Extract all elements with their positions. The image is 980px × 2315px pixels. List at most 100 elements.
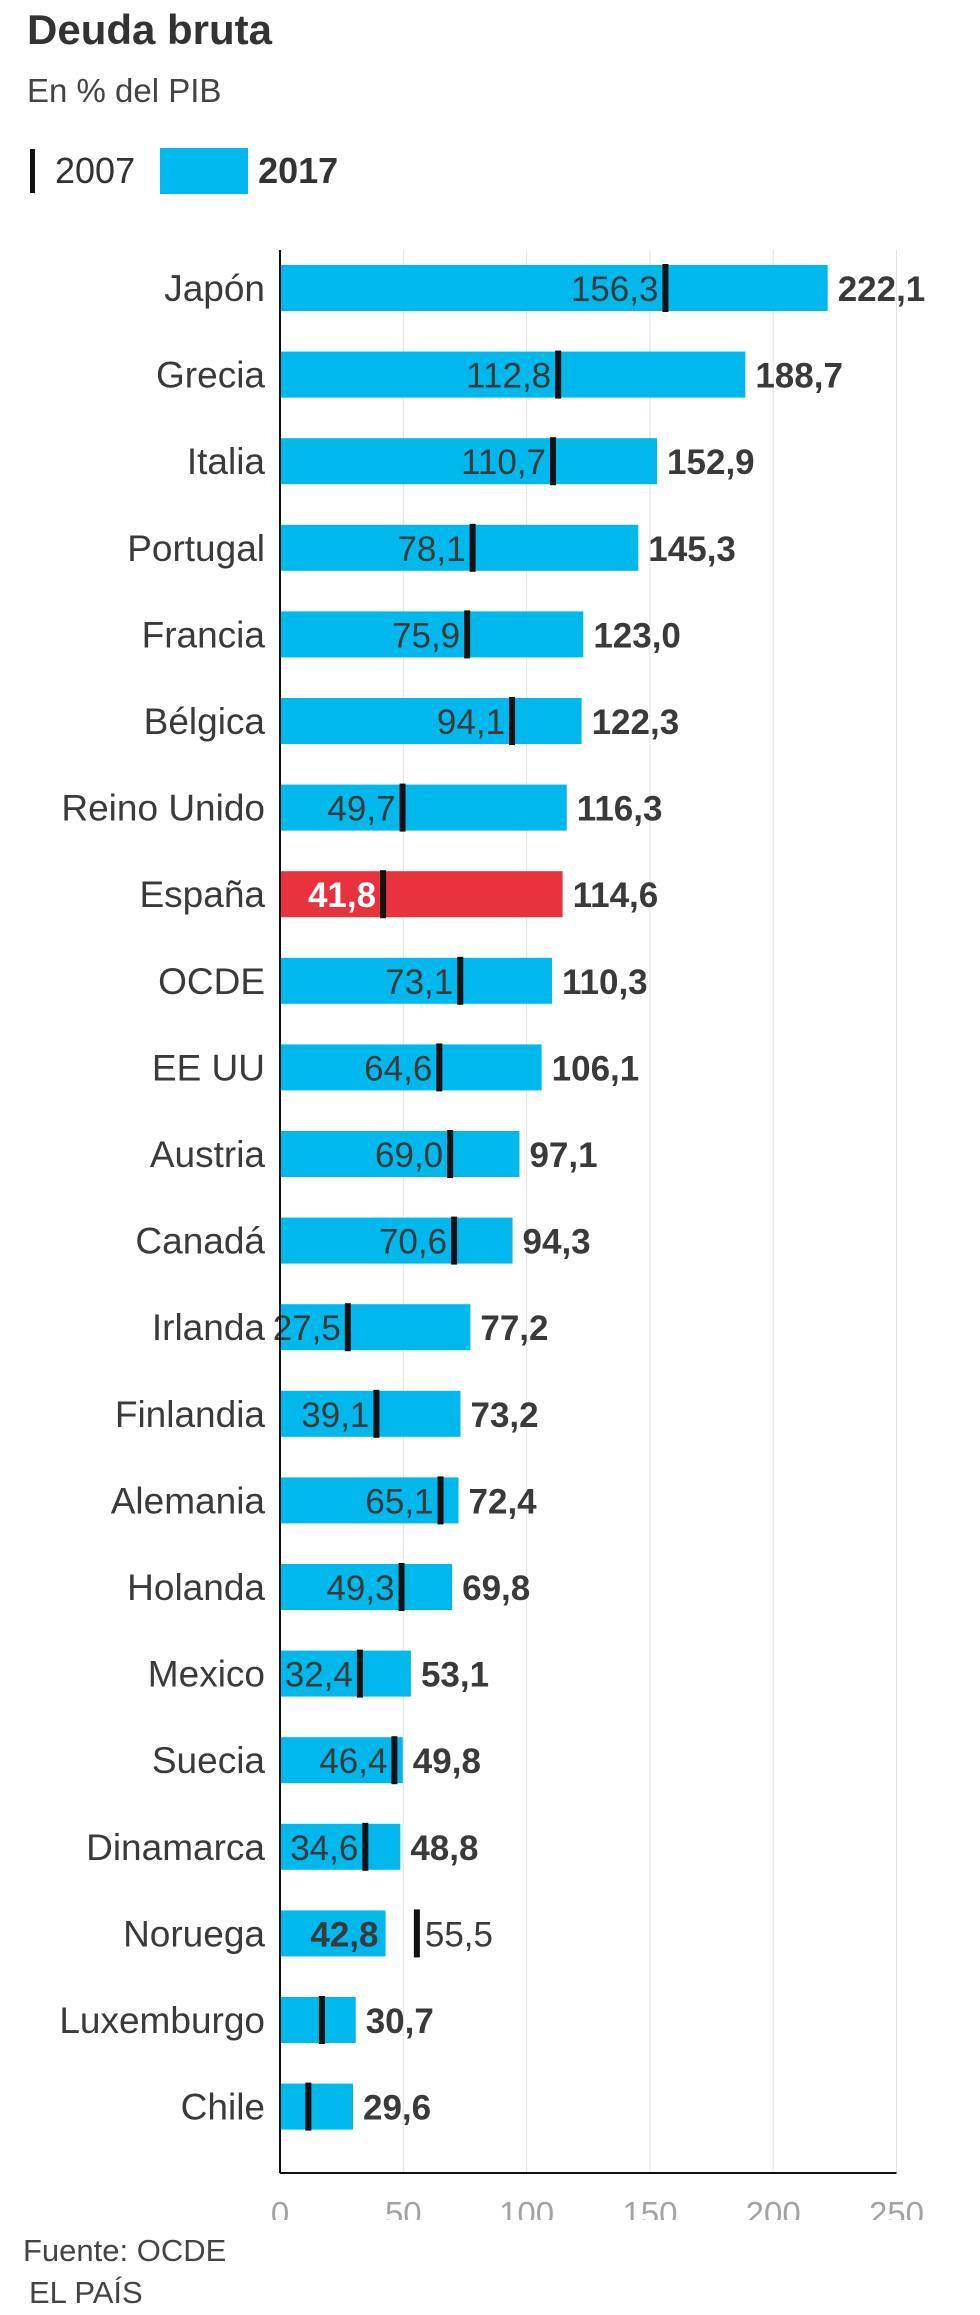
bar-2017 (280, 2083, 353, 2130)
value-label-2007: 70,6 (379, 1223, 447, 1262)
bar-2017 (280, 1217, 513, 1264)
marker-2007 (318, 1996, 325, 2044)
bar-2017 (280, 1823, 401, 1870)
value-label-2017: 145,3 (648, 530, 736, 569)
marker-2007 (373, 1389, 380, 1438)
value-label-2017: 69,8 (462, 1569, 530, 1608)
marker-2007 (362, 1822, 369, 1871)
value-label-2017: 30,7 (366, 2002, 434, 2041)
value-label-2017: 97,1 (529, 1136, 597, 1175)
value-label-2017: 152,9 (667, 443, 755, 482)
bar-2017 (280, 611, 584, 658)
value-label-2017: 72,4 (469, 1482, 538, 1521)
value-label-2007: 94,1 (437, 703, 505, 742)
category-label: Austria (150, 1134, 266, 1175)
legend: 2007 2017 (30, 146, 338, 196)
marker-2007 (399, 783, 406, 832)
value-label-2017: 116,3 (577, 790, 663, 829)
category-label: España (140, 874, 266, 915)
value-label-2017: 114,6 (573, 876, 659, 915)
category-label: Japón (164, 268, 265, 309)
bar-2017 (280, 957, 552, 1004)
marker-2007 (305, 2082, 312, 2131)
value-label-2007: 27,5 (273, 1309, 341, 1348)
legend-marker-2007 (30, 149, 35, 193)
bar-2017 (280, 784, 567, 831)
value-label-2017: 122,3 (592, 703, 680, 742)
source-note: Fuente: OCDE (23, 2233, 227, 2268)
bar-2017 (280, 1910, 386, 1957)
chart-title: Deuda bruta (27, 6, 273, 53)
value-label-2007: 69,0 (375, 1136, 443, 1175)
marker-2007 (447, 1130, 454, 1178)
category-label: Italia (187, 441, 266, 482)
bar-2017 (280, 1304, 471, 1351)
bar-chart: Japón 156,3 222,1 Grecia 112,8 188,7 Italia 110… (59, 250, 926, 2220)
category-label: Suecia (152, 1740, 266, 1781)
marker-2007 (380, 870, 387, 919)
value-label-2017: 222,1 (838, 270, 926, 309)
value-label-2007: 75,9 (392, 616, 460, 655)
value-label-2007: 39,1 (301, 1396, 369, 1435)
value-label-2007: 49,3 (326, 1569, 394, 1608)
category-label: Francia (142, 614, 266, 655)
value-label-2007: 112,8 (466, 357, 551, 396)
x-tick-label: 250 (869, 2195, 924, 2220)
marker-2007 (469, 523, 476, 572)
value-label-2017: 110,3 (562, 963, 648, 1002)
value-label-2017: 42,8 (310, 1915, 378, 1954)
marker-2007 (391, 1736, 398, 1785)
value-label-2017: 73,2 (471, 1396, 539, 1435)
category-label: Mexico (148, 1654, 265, 1695)
value-label-2017: 106,1 (552, 1049, 640, 1088)
value-label-2017: 94,3 (523, 1223, 591, 1262)
category-label: Alemania (111, 1480, 266, 1521)
category-label: Luxemburgo (59, 2000, 265, 2041)
value-label-2007: 73,1 (385, 963, 453, 1002)
value-label-2007: 55,5 (425, 1915, 493, 1954)
category-label: Grecia (156, 355, 265, 396)
category-label: Dinamarca (86, 1827, 265, 1868)
category-label: Noruega (123, 1913, 265, 1954)
bar-2017 (280, 871, 563, 918)
brand-logo: EL PAÍS (29, 2275, 143, 2310)
value-label-2017: 48,8 (410, 1829, 478, 1868)
bar-2017 (280, 1044, 542, 1091)
category-label: Canadá (135, 1221, 265, 1262)
marker-2007 (356, 1649, 363, 1698)
legend-swatch-2017 (160, 148, 249, 194)
marker-2007 (509, 697, 516, 745)
bar-2017 (280, 438, 658, 485)
value-label-2007: 65,1 (365, 1482, 433, 1521)
bar-2017 (280, 1477, 459, 1524)
value-label-2007: 64,6 (364, 1049, 432, 1088)
category-label: Irlanda (152, 1307, 266, 1348)
value-label-2017: 123,0 (593, 616, 681, 655)
bar-2017 (280, 265, 828, 311)
marker-2007 (464, 610, 471, 659)
marker-2007 (344, 1303, 351, 1352)
marker-2007 (549, 437, 556, 486)
category-label: Portugal (127, 528, 265, 569)
marker-2007 (662, 264, 669, 312)
x-tick-label: 150 (622, 2195, 677, 2220)
category-label: Chile (181, 2087, 265, 2128)
legend-label-2007: 2007 (55, 150, 136, 191)
value-label-2007: 41,8 (308, 876, 376, 915)
value-label-2017: 188,7 (755, 357, 843, 396)
bar-2017 (280, 1390, 461, 1437)
value-label-2007: 34,6 (290, 1829, 358, 1868)
marker-2007 (398, 1563, 405, 1611)
category-label: EE UU (152, 1047, 265, 1088)
category-label: Holanda (127, 1567, 265, 1608)
value-label-2007: 49,7 (327, 790, 395, 829)
value-label-2007: 110,7 (461, 443, 546, 482)
legend-label-2017: 2017 (258, 150, 339, 191)
value-label-2007: 32,4 (285, 1656, 353, 1695)
marker-2007 (555, 350, 562, 399)
marker-2007 (437, 1476, 444, 1525)
category-label: OCDE (158, 961, 265, 1002)
value-label-2017: 49,8 (413, 1742, 481, 1781)
value-label-2007: 156,3 (571, 270, 659, 309)
marker-2007 (451, 1216, 458, 1265)
